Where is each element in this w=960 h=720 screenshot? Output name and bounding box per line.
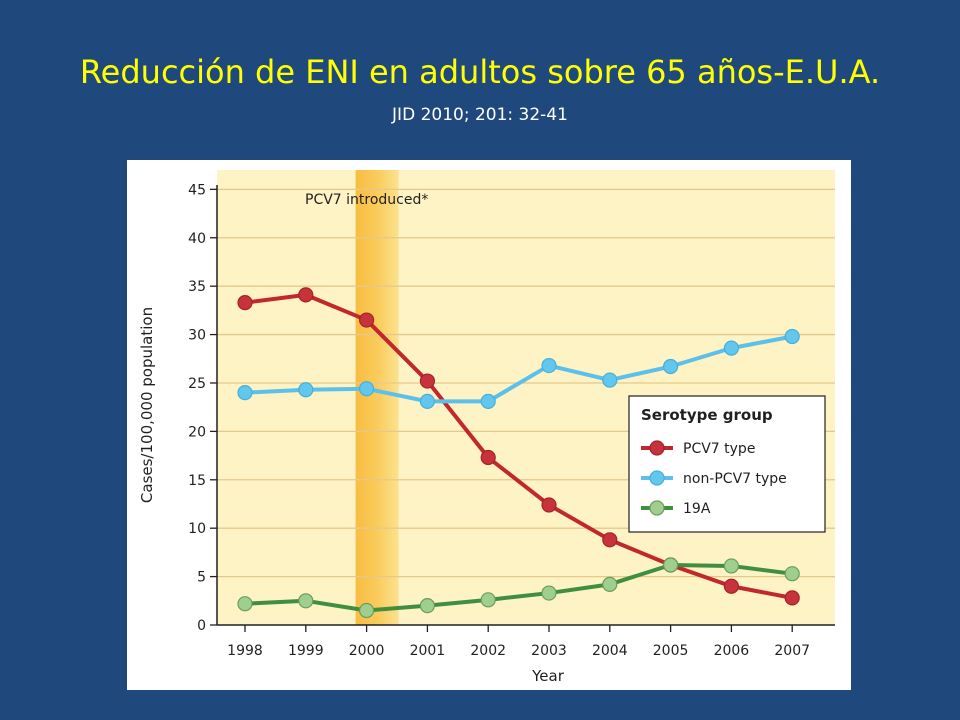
data-point-non_pcv7 xyxy=(602,372,618,388)
series-line-non_pcv7 xyxy=(244,334,793,404)
y-tick-label: 20 xyxy=(188,424,206,440)
x-tick-label: 2004 xyxy=(592,643,628,659)
legend-swatch-marker xyxy=(649,470,665,486)
x-tick-label: 1999 xyxy=(288,643,324,659)
data-point-pcv7 xyxy=(541,497,557,513)
data-point-pcv7 xyxy=(298,287,314,303)
data-point-pcv7 xyxy=(359,312,375,328)
data-point-pcv7 xyxy=(480,449,496,466)
x-tick-label: 2001 xyxy=(410,643,446,659)
data-point-non_pcv7 xyxy=(298,382,314,398)
y-tick-label: 30 xyxy=(188,328,206,344)
y-tick-label: 25 xyxy=(188,376,206,392)
series-line-serotype_19a xyxy=(244,562,793,613)
data-point-serotype_19a xyxy=(359,602,375,619)
data-point-serotype_19a xyxy=(237,596,253,612)
y-tick-label: 5 xyxy=(197,570,206,586)
data-point-non_pcv7 xyxy=(237,385,253,401)
data-point-serotype_19a xyxy=(541,585,557,601)
data-point-non_pcv7 xyxy=(784,328,800,345)
data-point-non_pcv7 xyxy=(541,357,557,374)
data-point-non_pcv7 xyxy=(480,393,496,409)
legend-title: Serotype group xyxy=(641,406,773,424)
chart-figure: PCV7 introduced* 0 5 10 15 20 25 30 35 40 45 1998 1… xyxy=(127,160,851,690)
data-point-serotype_19a xyxy=(723,558,740,574)
x-tick-label: 2002 xyxy=(470,643,506,659)
x-tick-label: 2007 xyxy=(774,643,810,659)
data-point-serotype_19a xyxy=(602,576,618,592)
x-tick-label: 2005 xyxy=(653,643,689,659)
data-point-pcv7 xyxy=(723,578,740,594)
data-point-pcv7 xyxy=(784,590,800,606)
x-tick-label: 1998 xyxy=(227,643,263,659)
y-tick-label: 40 xyxy=(188,231,206,247)
data-point-pcv7 xyxy=(602,532,618,548)
legend-swatch-marker xyxy=(649,440,665,456)
pcv7-introduced-band xyxy=(355,170,399,625)
y-tick-label: 35 xyxy=(188,279,206,295)
x-tick-label: 2000 xyxy=(349,643,385,659)
data-point-pcv7 xyxy=(419,373,435,389)
slide-subtitle: JID 2010; 201: 32-41 xyxy=(392,105,568,125)
x-tick-label: 2006 xyxy=(714,643,750,659)
legend-entry-label: PCV7 type xyxy=(683,441,755,457)
x-axis-label: Year xyxy=(531,667,565,685)
legend-entry-label: 19A xyxy=(683,501,711,517)
data-point-non_pcv7 xyxy=(359,381,375,397)
y-tick-label: 15 xyxy=(188,473,206,489)
y-tick-label: 10 xyxy=(188,521,206,537)
x-tick-label: 2003 xyxy=(531,643,567,659)
legend-entry-label: non-PCV7 type xyxy=(683,471,787,487)
slide-title: Reducción de ENI en adultos sobre 65 año… xyxy=(79,53,881,91)
data-point-pcv7 xyxy=(237,295,253,311)
legend-swatch-marker xyxy=(649,500,665,516)
data-point-serotype_19a xyxy=(480,592,496,608)
y-tick-label: 0 xyxy=(197,618,206,634)
data-point-serotype_19a xyxy=(298,593,314,609)
chart-svg: PCV7 introduced* 0 5 10 15 20 25 30 35 40 45 1998 1… xyxy=(138,170,835,685)
data-point-serotype_19a xyxy=(784,566,800,582)
annotation-label: PCV7 introduced* xyxy=(305,192,428,208)
y-axis-label: Cases/100,000 population xyxy=(138,307,156,503)
series-line-pcv7 xyxy=(244,292,793,600)
y-tick-label: 45 xyxy=(188,182,206,198)
data-point-serotype_19a xyxy=(662,557,679,573)
data-point-serotype_19a xyxy=(419,598,435,614)
data-point-non_pcv7 xyxy=(419,393,435,409)
data-point-non_pcv7 xyxy=(662,358,679,375)
data-point-non_pcv7 xyxy=(723,340,740,356)
legend: Serotype group PCV7 type non-PCV7 type 19A xyxy=(628,395,826,533)
